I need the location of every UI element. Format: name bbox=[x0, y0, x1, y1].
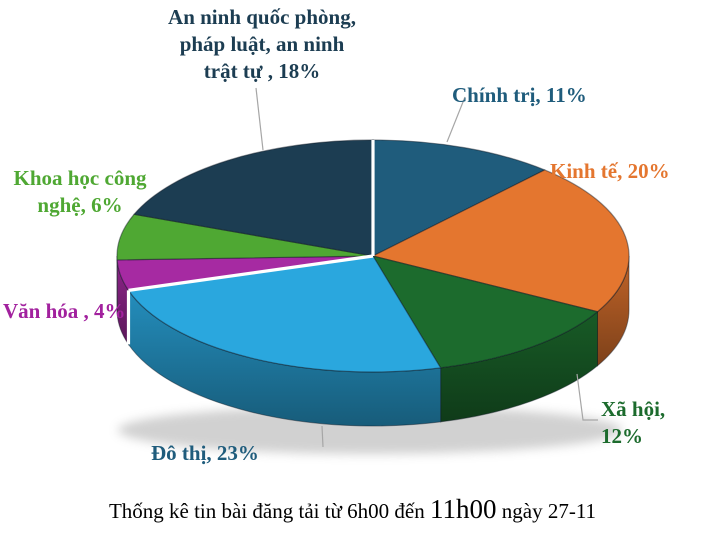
pie-slice-chinh-tri bbox=[372, 139, 546, 257]
pie-slice-kinh-te bbox=[372, 169, 630, 313]
leader-line-xa-hoi bbox=[576, 373, 598, 421]
pie-slice-khoa-hoc-cong-nghe bbox=[116, 213, 374, 261]
caption-highlight: 11h00 bbox=[430, 494, 497, 524]
leader-line-an-ninh bbox=[255, 87, 264, 151]
slice-label-xa-hoi: Xã hội, 12% bbox=[601, 397, 666, 448]
pie-slice-do-thi bbox=[127, 255, 442, 373]
leader-line-do-thi bbox=[321, 425, 324, 448]
slice-label-chinh-tri: Chính trị, 11% bbox=[452, 83, 587, 107]
slice-label-van-hoa: Văn hóa , 4% bbox=[3, 299, 126, 323]
slice-separator bbox=[128, 254, 374, 292]
pie-shadow bbox=[118, 406, 622, 454]
leader-line-chinh-tri bbox=[446, 96, 466, 143]
pie-slice-an-ninh-quoc-phong bbox=[133, 139, 374, 257]
caption-prefix: Thống kê tin bài đăng tải từ 6h00 đến bbox=[108, 499, 431, 523]
caption-suffix: ngày 27-11 bbox=[496, 499, 597, 523]
slice-label-khoa-hoc-cong-nghe: Khoa học công nghệ, 6% bbox=[13, 166, 147, 217]
slice-label-do-thi: Đô thị, 23% bbox=[151, 441, 259, 465]
slice-label-kinh-te: Kinh tế, 20% bbox=[550, 159, 670, 183]
slice-label-an-ninh-quoc-phong: An ninh quốc phòng, pháp luật, an ninh t… bbox=[168, 5, 356, 83]
chart-caption: Thống kê tin bài đăng tải từ 6h00 đến 11… bbox=[0, 494, 705, 525]
pie-slice-xa-hoi bbox=[372, 255, 599, 369]
